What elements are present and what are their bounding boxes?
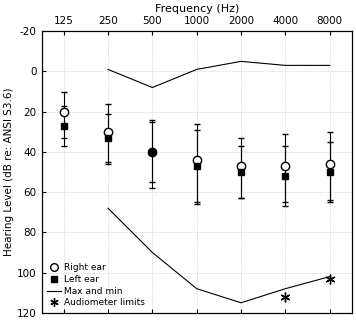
Y-axis label: Hearing Level (dB re: ANSI S3.6): Hearing Level (dB re: ANSI S3.6)	[4, 88, 14, 256]
Legend: Right ear, Left ear, Max and min, Audiometer limits: Right ear, Left ear, Max and min, Audiom…	[43, 260, 148, 311]
X-axis label: Frequency (Hz): Frequency (Hz)	[155, 4, 239, 14]
